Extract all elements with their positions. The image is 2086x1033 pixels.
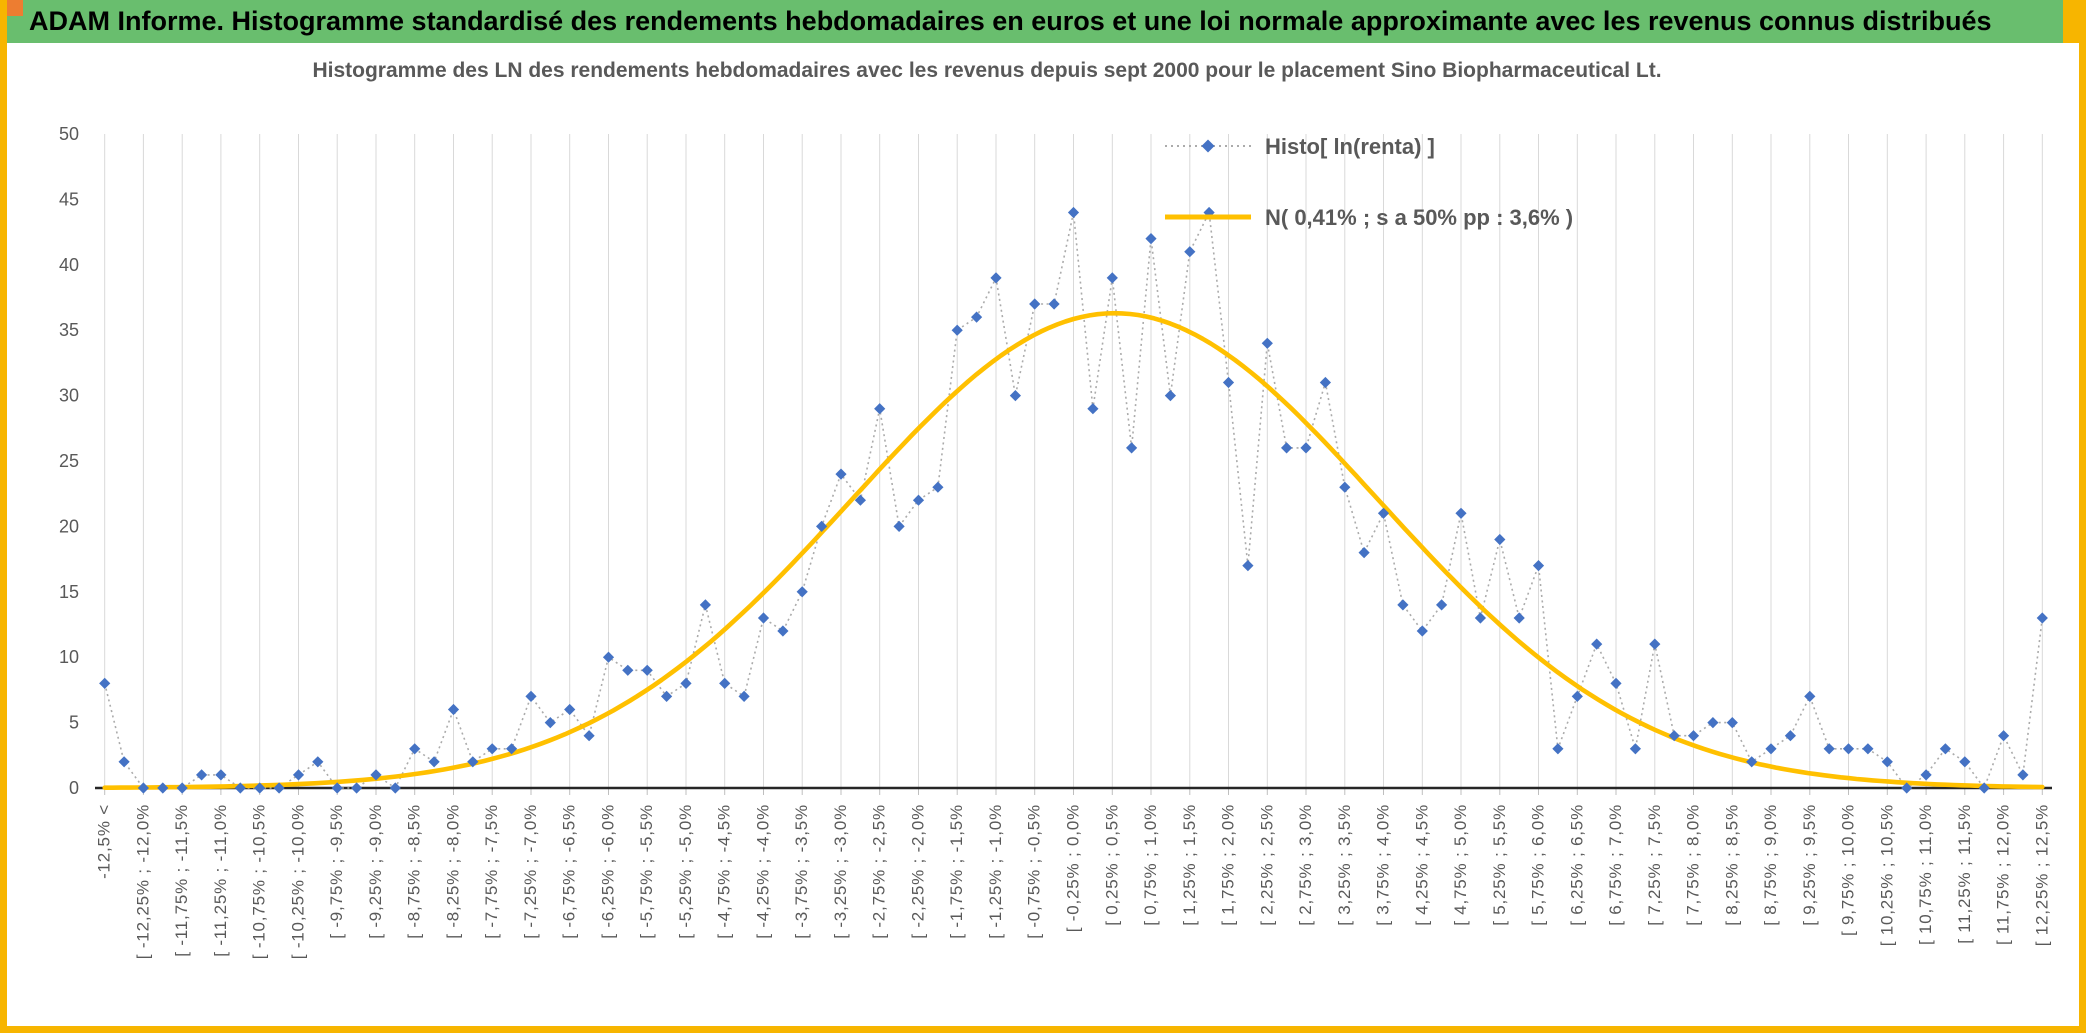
svg-text:[ 4,75% ; 5,0%: [ 4,75% ; 5,0% (1451, 804, 1470, 926)
svg-text:[ 0,75% ; 1,0%: [ 0,75% ; 1,0% (1141, 804, 1160, 926)
histo-diamond-markers[interactable] (99, 206, 2048, 794)
svg-text:[ -3,75% ; -3,5%: [ -3,75% ; -3,5% (792, 804, 811, 939)
chart[interactable]: 0 5 10 15 20 25 30 35 40 45 50 -12,5% < [ -12,25% ; … (7, 43, 2079, 1019)
svg-text:[ 7,25% ; 7,5%: [ 7,25% ; 7,5% (1645, 804, 1664, 926)
svg-text:[ 2,75% ; 3,0%: [ 2,75% ; 3,0% (1296, 804, 1315, 926)
svg-text:[ -0,25% ; 0,0%: [ -0,25% ; 0,0% (1064, 804, 1083, 932)
svg-text:50: 50 (59, 124, 79, 144)
svg-text:[ 6,75% ; 7,0%: [ 6,75% ; 7,0% (1606, 804, 1625, 926)
svg-text:[ 0,25% ; 0,5%: [ 0,25% ; 0,5% (1102, 804, 1121, 926)
svg-text:[ 10,75% ; 11,0%: [ 10,75% ; 11,0% (1916, 804, 1935, 945)
svg-text:[ -10,75% ; -10,5%: [ -10,75% ; -10,5% (250, 804, 269, 959)
chart-canvas[interactable]: 0 5 10 15 20 25 30 35 40 45 50 -12,5% < [ -12,25% ; … (7, 43, 2079, 1019)
chart-svg[interactable]: 0 5 10 15 20 25 30 35 40 45 50 -12,5% < [ -12,25% ; … (7, 43, 2079, 1019)
legend-entry-histo[interactable]: Histo[ ln(renta) ] (1165, 134, 1435, 159)
svg-text:[ -10,25% ; -10,0%: [ -10,25% ; -10,0% (289, 804, 308, 959)
legend-histo-label: Histo[ ln(renta) ] (1265, 134, 1435, 159)
svg-text:[ -11,75% ; -11,5%: [ -11,75% ; -11,5% (172, 804, 191, 957)
vertical-gridlines (104, 134, 2043, 788)
svg-text:[ -9,75% ; -9,5%: [ -9,75% ; -9,5% (327, 804, 346, 939)
svg-text:35: 35 (59, 320, 79, 340)
selection-corner-square (7, 0, 23, 16)
svg-text:[ 9,25% ; 9,5%: [ 9,25% ; 9,5% (1800, 804, 1819, 926)
svg-text:[ 10,25% ; 10,5%: [ 10,25% ; 10,5% (1877, 804, 1896, 946)
legend-entry-normal[interactable]: N( 0,41% ; s a 50% pp : 3,6% ) (1165, 205, 1573, 230)
legend-diamond-marker-icon (1201, 139, 1215, 153)
header-banner: ADAM Informe. Histogramme standardisé de… (7, 0, 2063, 43)
svg-text:[ -6,75% ; -6,5%: [ -6,75% ; -6,5% (560, 804, 579, 939)
svg-text:[ -5,75% ; -5,5%: [ -5,75% ; -5,5% (637, 804, 656, 939)
svg-text:5: 5 (69, 713, 79, 733)
svg-text:[ 1,25% ; 1,5%: [ 1,25% ; 1,5% (1180, 804, 1199, 926)
svg-text:[ -0,75% ; -0,5%: [ -0,75% ; -0,5% (1025, 804, 1044, 939)
svg-text:30: 30 (59, 386, 79, 406)
normal-curve[interactable] (102, 310, 2045, 790)
svg-text:25: 25 (59, 451, 79, 471)
svg-text:[ 12,25% ; 12,5%: [ 12,25% ; 12,5% (2032, 804, 2051, 946)
svg-text:[ 7,75% ; 8,0%: [ 7,75% ; 8,0% (1684, 804, 1703, 926)
svg-text:[ -8,75% ; -8,5%: [ -8,75% ; -8,5% (405, 804, 424, 939)
svg-text:[ 11,75% ; 12,0%: [ 11,75% ; 12,0% (1994, 804, 2013, 945)
svg-text:40: 40 (59, 255, 79, 275)
svg-text:[ 5,25% ; 5,5%: [ 5,25% ; 5,5% (1490, 804, 1509, 926)
svg-text:[ 2,25% ; 2,5%: [ 2,25% ; 2,5% (1257, 804, 1276, 926)
svg-text:[ -1,75% ; -1,5%: [ -1,75% ; -1,5% (947, 804, 966, 939)
svg-text:[ -9,25% ; -9,0%: [ -9,25% ; -9,0% (366, 804, 385, 939)
chart-title: Histogramme des LN des rendements hebdom… (312, 59, 1662, 82)
svg-text:[ 9,75% ; 10,0%: [ 9,75% ; 10,0% (1839, 804, 1858, 936)
svg-text:20: 20 (59, 516, 79, 536)
svg-text:[ 6,25% ; 6,5%: [ 6,25% ; 6,5% (1567, 804, 1586, 926)
legend[interactable]: Histo[ ln(renta) ] N( 0,41% ; s a 50% pp … (1165, 134, 1573, 230)
y-axis-labels: 0 5 10 15 20 25 30 35 40 45 50 (59, 124, 79, 798)
svg-text:[ -4,75% ; -4,5%: [ -4,75% ; -4,5% (715, 804, 734, 939)
svg-text:[ 1,75% ; 2,0%: [ 1,75% ; 2,0% (1219, 804, 1238, 926)
svg-text:10: 10 (59, 647, 79, 667)
svg-text:[ 11,25% ; 11,5%: [ 11,25% ; 11,5% (1955, 804, 1974, 944)
svg-text:[ -4,25% ; -4,0%: [ -4,25% ; -4,0% (754, 804, 773, 939)
svg-text:[ -8,25% ; -8,0%: [ -8,25% ; -8,0% (444, 804, 463, 939)
svg-text:[ 3,75% ; 4,0%: [ 3,75% ; 4,0% (1374, 804, 1393, 926)
svg-text:[ 3,25% ; 3,5%: [ 3,25% ; 3,5% (1335, 804, 1354, 926)
svg-text:[ -6,25% ; -6,0%: [ -6,25% ; -6,0% (599, 804, 618, 939)
legend-normal-label: N( 0,41% ; s a 50% pp : 3,6% ) (1265, 205, 1573, 230)
svg-text:[ -7,75% ; -7,5%: [ -7,75% ; -7,5% (482, 804, 501, 939)
svg-text:[ 5,75% ; 6,0%: [ 5,75% ; 6,0% (1529, 804, 1548, 926)
svg-text:[ 4,25% ; 4,5%: [ 4,25% ; 4,5% (1412, 804, 1431, 926)
svg-text:-12,5% <: -12,5% < (95, 804, 114, 879)
svg-text:45: 45 (59, 189, 79, 209)
svg-text:[ -7,25% ; -7,0%: [ -7,25% ; -7,0% (521, 804, 540, 939)
svg-text:[ -3,25% ; -3,0%: [ -3,25% ; -3,0% (831, 804, 850, 939)
histo-dotted-line[interactable] (103, 209, 2044, 790)
svg-text:[ -2,25% ; -2,0%: [ -2,25% ; -2,0% (909, 804, 928, 939)
svg-text:0: 0 (69, 778, 79, 798)
x-axis-labels: -12,5% < [ -12,25% ; -12,0% [ -11,75% ; -1… (95, 804, 2052, 959)
svg-text:[ -5,25% ; -5,0%: [ -5,25% ; -5,0% (676, 804, 695, 939)
svg-text:15: 15 (59, 582, 79, 602)
banner-title: ADAM Informe. Histogramme standardisé de… (29, 6, 1992, 36)
header-banner-row: ADAM Informe. Histogramme standardisé de… (7, 0, 2079, 43)
svg-text:[ -12,25% ; -12,0%: [ -12,25% ; -12,0% (133, 804, 152, 959)
svg-text:[ -11,25% ; -11,0%: [ -11,25% ; -11,0% (211, 804, 230, 957)
svg-text:[ -1,25% ; -1,0%: [ -1,25% ; -1,0% (986, 804, 1005, 939)
svg-text:[ -2,75% ; -2,5%: [ -2,75% ; -2,5% (870, 804, 889, 939)
svg-text:[ 8,75% ; 9,0%: [ 8,75% ; 9,0% (1761, 804, 1780, 926)
svg-text:[ 8,25% ; 8,5%: [ 8,25% ; 8,5% (1722, 804, 1741, 926)
